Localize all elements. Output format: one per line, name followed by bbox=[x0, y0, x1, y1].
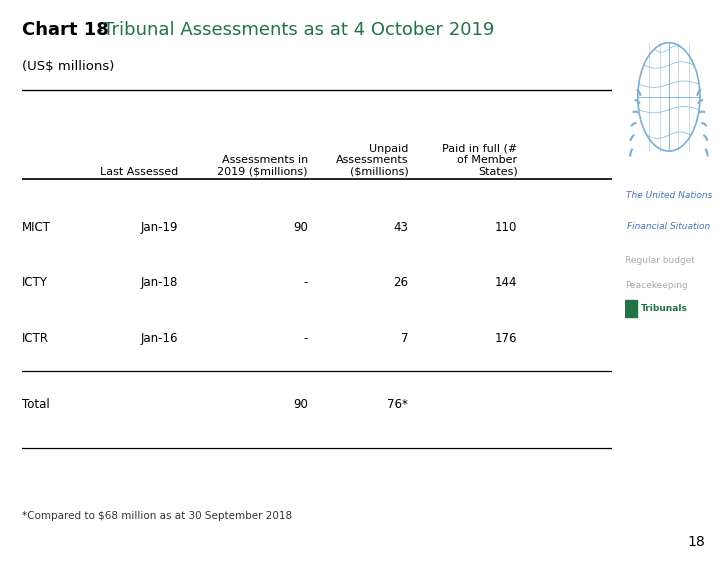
Text: Jan-16: Jan-16 bbox=[140, 332, 178, 345]
Text: Jan-19: Jan-19 bbox=[140, 221, 178, 234]
Text: 90: 90 bbox=[293, 221, 308, 234]
Bar bbox=[625, 300, 637, 316]
Text: Tribunal Assessments as at 4 October 2019: Tribunal Assessments as at 4 October 201… bbox=[103, 21, 495, 39]
Text: Regular budget: Regular budget bbox=[625, 256, 695, 265]
Text: Assessments in
2019 ($millions): Assessments in 2019 ($millions) bbox=[217, 155, 308, 177]
Text: Tribunals: Tribunals bbox=[641, 303, 688, 312]
Text: Last Assessed: Last Assessed bbox=[100, 167, 178, 177]
Text: MICT: MICT bbox=[22, 221, 50, 234]
Text: The United Nations: The United Nations bbox=[626, 191, 712, 200]
Text: Paid in full (#
of Member
States): Paid in full (# of Member States) bbox=[442, 143, 518, 177]
Text: ICTR: ICTR bbox=[22, 332, 48, 345]
Text: 144: 144 bbox=[495, 277, 518, 289]
Text: 43: 43 bbox=[393, 221, 408, 234]
Text: Jan-18: Jan-18 bbox=[140, 277, 178, 289]
Text: -: - bbox=[304, 332, 308, 345]
Text: 90: 90 bbox=[293, 398, 308, 411]
Text: ICTY: ICTY bbox=[22, 277, 48, 289]
Text: -: - bbox=[91, 21, 109, 39]
Text: *Compared to $68 million as at 30 September 2018: *Compared to $68 million as at 30 Septem… bbox=[22, 511, 292, 520]
Text: Unpaid
Assessments
($millions): Unpaid Assessments ($millions) bbox=[336, 143, 408, 177]
Text: 76*: 76* bbox=[387, 398, 408, 411]
Text: 110: 110 bbox=[495, 221, 518, 234]
Text: 7: 7 bbox=[401, 332, 408, 345]
Text: 176: 176 bbox=[495, 332, 518, 345]
Text: Total: Total bbox=[22, 398, 50, 411]
Text: 18: 18 bbox=[688, 536, 706, 549]
Text: 26: 26 bbox=[393, 277, 408, 289]
Text: (US$ millions): (US$ millions) bbox=[22, 60, 114, 72]
Text: Financial Situation: Financial Situation bbox=[627, 222, 711, 231]
Text: Peacekeeping: Peacekeeping bbox=[625, 281, 688, 290]
Text: Chart 18: Chart 18 bbox=[22, 21, 109, 39]
Text: -: - bbox=[304, 277, 308, 289]
